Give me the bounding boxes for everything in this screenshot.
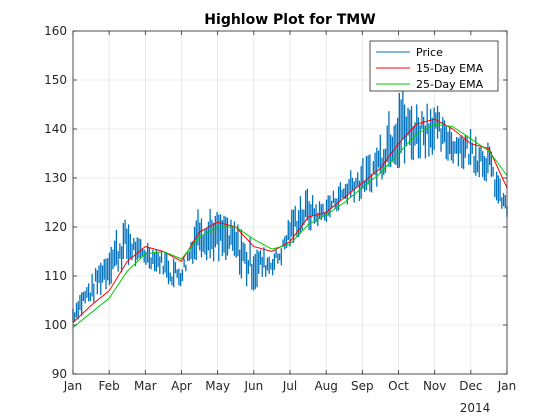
chart-title: Highlow Plot for TMW (204, 12, 375, 28)
x-tick-label: Sep (351, 379, 374, 393)
x-tick-label: Apr (171, 379, 192, 393)
y-tick-label: 140 (44, 122, 67, 136)
plot-area (72, 86, 508, 328)
y-tick-label: 110 (44, 269, 67, 283)
y-tick-label: 120 (44, 220, 67, 234)
x-tick-label: Jul (282, 379, 297, 393)
y-tick-label: 160 (44, 24, 67, 38)
legend-entry: Price (416, 46, 443, 59)
y-tick-label: 90 (52, 367, 67, 381)
legend-box (369, 40, 499, 92)
x-tick-label: May (205, 379, 230, 393)
x-tick-label: Feb (99, 379, 120, 393)
x-tick-label: Aug (314, 379, 337, 393)
year-label: 2014 (460, 401, 491, 415)
y-tick-label: 130 (44, 171, 67, 185)
y-tick-label: 100 (44, 318, 67, 332)
ema15-line (72, 118, 508, 323)
x-tick-label: Oct (388, 379, 409, 393)
x-tick-label: Nov (423, 379, 446, 393)
axis-ticks: 90 100 110 120 130 140 150 160 Jan Feb Mar Apr May Ju… (44, 24, 516, 393)
ema25-line (72, 123, 508, 328)
x-tick-label: Jun (243, 379, 263, 393)
x-tick-label: Jan (63, 379, 83, 393)
y-tick-label: 150 (44, 73, 67, 87)
legend-entry: 15-Day EMA (416, 62, 484, 75)
legend-entry: 25-Day EMA (416, 78, 484, 91)
legend: Price 15-Day EMA 25-Day EMA (369, 40, 499, 92)
x-tick-label: Dec (459, 379, 482, 393)
x-tick-label: Jan (497, 379, 517, 393)
x-tick-label: Mar (134, 379, 157, 393)
